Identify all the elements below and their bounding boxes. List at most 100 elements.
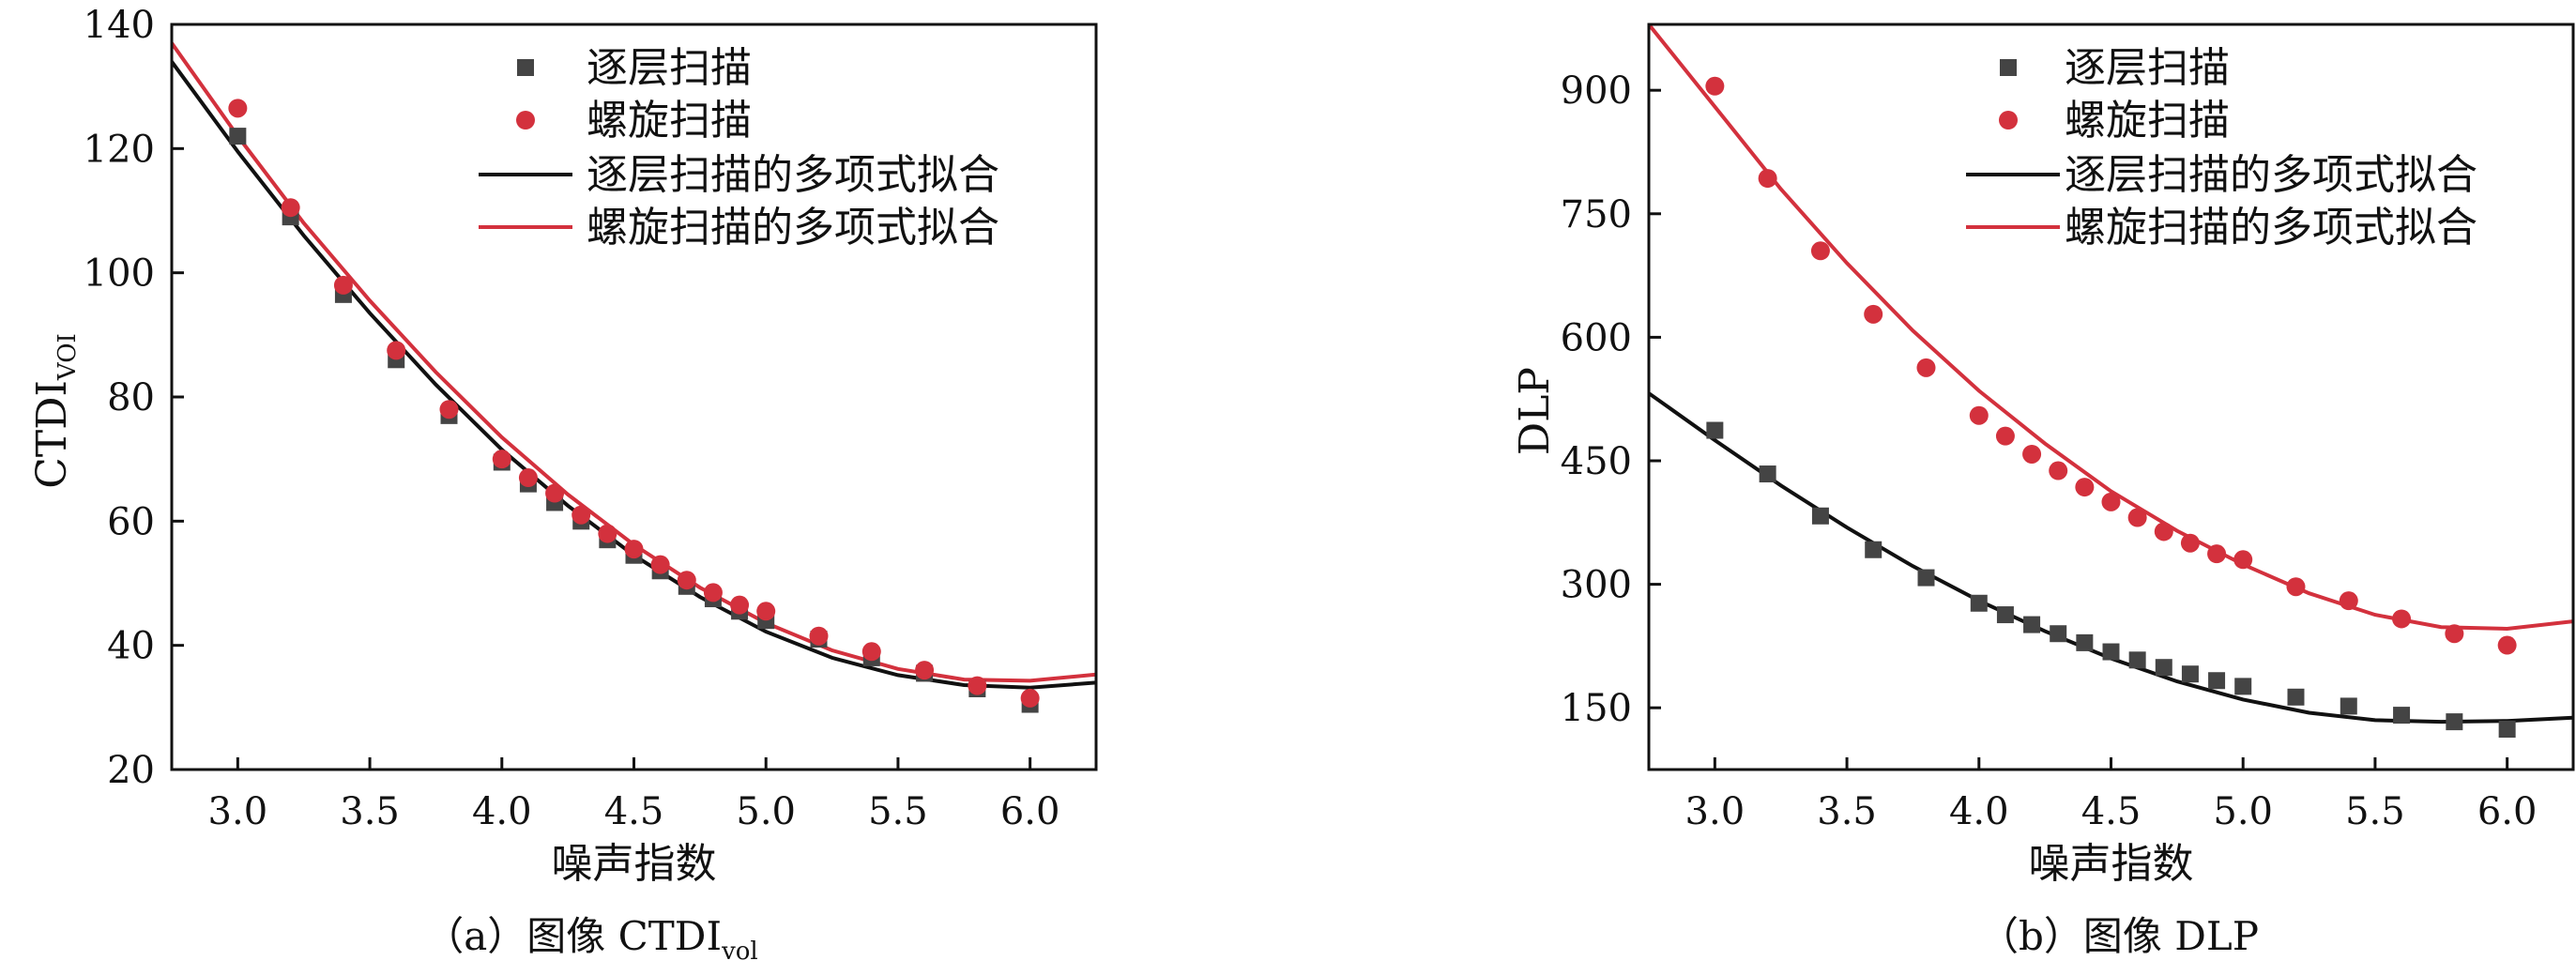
legend-marker-circle — [516, 111, 535, 130]
y-tick-label: 150 — [1561, 687, 1632, 730]
point-circle — [492, 450, 511, 469]
x-axis-label: 噪声指数 — [552, 840, 717, 888]
point-square — [2287, 688, 2305, 706]
legend-marker-circle — [1999, 111, 2018, 130]
x-tick-label: 6.0 — [1000, 790, 1060, 833]
point-square — [1996, 606, 2014, 624]
point-circle — [1916, 358, 1936, 377]
y-tick-label: 60 — [107, 500, 155, 543]
point-circle — [387, 341, 406, 360]
fit-line-2 — [1649, 391, 2573, 724]
point-square — [2155, 659, 2172, 677]
point-square — [1865, 541, 1882, 558]
x-tick-label: 4.5 — [2081, 790, 2142, 833]
x-tick-label: 3.0 — [1685, 790, 1745, 833]
point-square — [2023, 616, 2041, 633]
point-circle — [545, 483, 565, 503]
x-tick-label: 5.0 — [736, 790, 796, 833]
y-tick-label: 140 — [84, 4, 155, 47]
x-tick-label: 4.0 — [472, 790, 532, 833]
point-square — [229, 128, 247, 145]
chart-caption: （a）图像 CTDIvol — [424, 913, 757, 966]
point-square — [1811, 507, 1829, 525]
chart-caption-sub: vol — [721, 938, 758, 966]
point-circle — [2339, 591, 2358, 611]
x-tick-label: 5.0 — [2213, 790, 2273, 833]
chart-ctdi: 3.0 3.5 4.0 4.5 5.0 5.5 6.0 20 40 60 80 100 120 140 噪声… — [28, 4, 1098, 966]
point-square — [2234, 678, 2252, 695]
point-circle — [1864, 304, 1883, 324]
x-axis-label: 噪声指数 — [2029, 840, 2194, 888]
point-square — [2050, 625, 2067, 643]
legend-label: 螺旋扫描的多项式拟合 — [2065, 204, 2477, 252]
point-circle — [2286, 577, 2306, 597]
y-tick-label: 900 — [1561, 69, 1632, 113]
point-square — [1706, 421, 1724, 439]
x-tick-label: 4.0 — [1949, 790, 2009, 833]
point-square — [2393, 707, 2411, 724]
y-tick-label: 20 — [107, 749, 155, 792]
legend-label: 逐层扫描的多项式拟合 — [2065, 151, 2477, 199]
point-circle — [1020, 688, 1040, 708]
point-circle — [861, 642, 881, 662]
point-circle — [1705, 76, 1725, 96]
chart-dlp: 3.0 3.5 4.0 4.5 5.0 5.5 6.0 150 300 450 600 750 900 噪… — [1511, 23, 2575, 959]
y-tick-label: 120 — [84, 128, 155, 171]
y-tick-label: 300 — [1561, 564, 1632, 607]
point-square — [1970, 594, 1988, 612]
y-axis-label-sub: VOI — [53, 333, 82, 381]
legend-label: 螺旋扫描 — [2065, 97, 2230, 145]
y-axis-label-main: CTDI — [28, 380, 76, 489]
point-square — [2128, 651, 2146, 669]
point-circle — [518, 468, 538, 488]
point-circle — [2392, 609, 2412, 629]
point-circle — [968, 676, 987, 695]
point-circle — [228, 99, 248, 118]
point-circle — [1810, 241, 1830, 261]
x-tick-label: 6.0 — [2477, 790, 2538, 833]
y-tick-label: 80 — [107, 376, 155, 419]
y-tick-label: 600 — [1561, 316, 1632, 359]
point-circle — [2022, 444, 2042, 464]
legend-label: 螺旋扫描的多项式拟合 — [587, 204, 999, 252]
legend-label: 逐层扫描 — [2065, 44, 2230, 92]
point-circle — [2154, 522, 2173, 541]
y-axis-label: CTDIVOI — [28, 333, 82, 489]
point-circle — [2127, 508, 2147, 527]
y-axis-label: DLP — [1511, 367, 1559, 455]
point-circle — [598, 524, 617, 543]
x-tick-label: 3.5 — [1817, 790, 1877, 833]
y-tick-label: 40 — [107, 625, 155, 668]
chart-caption-main: （a）图像 CTDI — [424, 913, 722, 959]
legend-marker-square — [517, 59, 534, 76]
point-square — [2102, 643, 2120, 661]
point-square — [2181, 665, 2199, 683]
point-circle — [624, 540, 644, 559]
point-circle — [2180, 533, 2200, 553]
point-circle — [756, 602, 776, 621]
point-circle — [2075, 478, 2095, 497]
point-circle — [703, 583, 723, 602]
point-circle — [2101, 492, 2121, 511]
point-circle — [2445, 624, 2464, 644]
y-tick-label: 100 — [84, 252, 155, 296]
point-circle — [809, 626, 829, 646]
legend-label: 逐层扫描 — [587, 44, 752, 92]
point-square — [2076, 633, 2094, 651]
x-tick-label: 5.5 — [868, 790, 928, 833]
legend-label: 螺旋扫描 — [587, 97, 752, 145]
point-circle — [915, 661, 935, 680]
y-tick-label: 750 — [1561, 193, 1632, 236]
x-tick-label: 3.0 — [208, 790, 268, 833]
point-circle — [2497, 635, 2517, 655]
legend-marker-square — [2000, 59, 2017, 76]
point-square — [1759, 465, 1776, 483]
point-circle — [281, 198, 300, 218]
chart-caption: （b）图像 DLP — [1979, 913, 2259, 959]
point-circle — [730, 595, 750, 615]
point-square — [1917, 569, 1935, 587]
legend-label: 逐层扫描的多项式拟合 — [587, 151, 999, 199]
x-tick-label: 5.5 — [2345, 790, 2405, 833]
point-circle — [1969, 405, 1989, 425]
